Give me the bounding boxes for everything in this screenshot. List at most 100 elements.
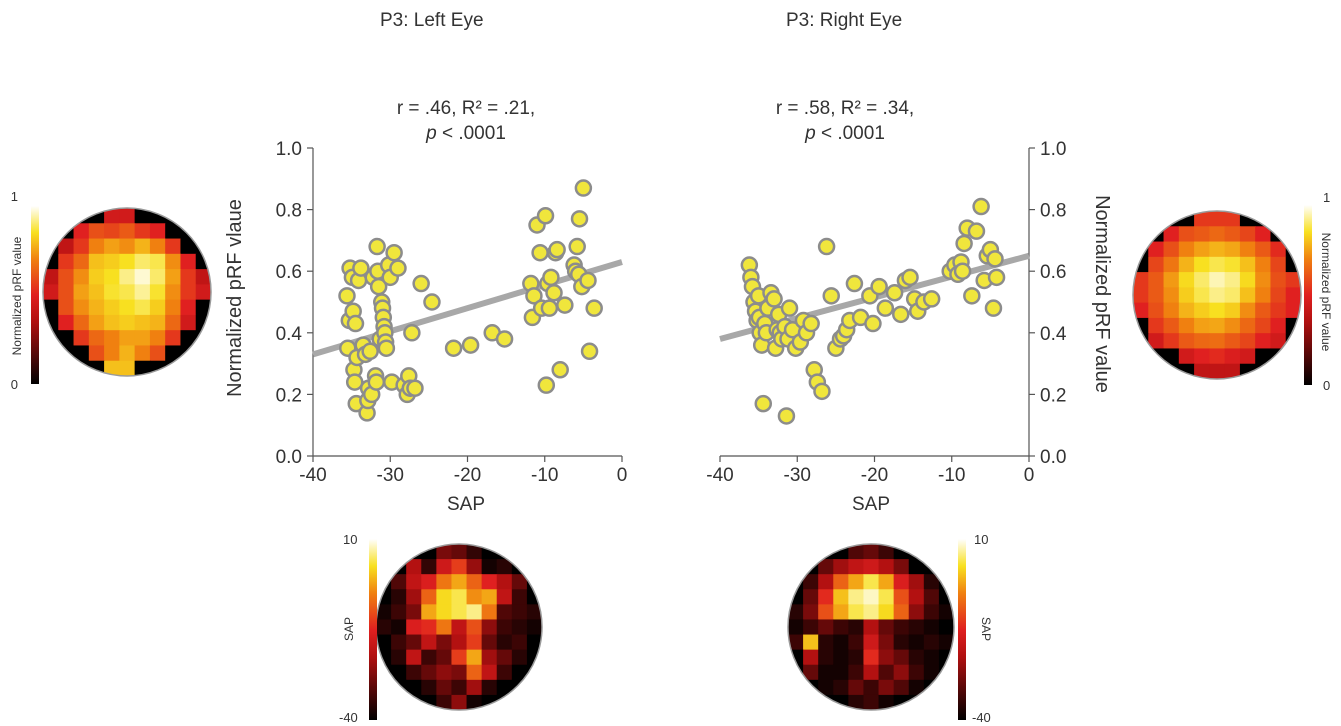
heatmap-top-left-cell: [180, 284, 197, 301]
heatmap-top-right-cell: [1148, 287, 1165, 304]
colorbar-top-left-min: 0: [11, 377, 18, 392]
colorbar-bottom-left-bar: [369, 539, 377, 720]
heatmap-top-left-cell: [134, 314, 151, 331]
heatmap-top-left-cell: [88, 269, 105, 285]
left-data-point: [548, 240, 566, 259]
heatmap-bottom-left-cell: [391, 574, 407, 590]
heatmap-top-right-cell: [1285, 226, 1301, 243]
right-data-point: [901, 268, 919, 287]
right-data-point: [953, 262, 972, 280]
heatmap-bottom-right-cell: [908, 559, 925, 575]
heatmap-top-left-cell: [149, 223, 166, 240]
heatmap-bottom-right-cell: [878, 574, 895, 590]
heatmap-bottom-right-cell: [833, 664, 849, 681]
heatmap-top-left-cell: [195, 223, 211, 240]
heatmap-top-left-cell: [134, 208, 151, 224]
heatmap-top-left-cell: [43, 299, 59, 316]
heatmap-top-left-cell: [73, 238, 90, 255]
heatmap-top-right-cell: [1163, 317, 1180, 334]
heatmap-bottom-right-cell: [923, 589, 940, 605]
left-y-tick-label: 0.2: [276, 385, 302, 406]
heatmap-bottom-left-cell: [526, 604, 542, 621]
heatmap-bottom-left-cell: [436, 679, 453, 696]
heatmap-top-right-cell: [1285, 363, 1301, 379]
heatmap-top-right-cell: [1224, 333, 1241, 350]
heatmap-top-right-cell: [1163, 256, 1180, 273]
heatmap-top-right-cell: [1255, 241, 1272, 258]
right-data-point: [876, 299, 895, 317]
heatmap-bottom-right-cell: [938, 679, 954, 696]
heatmap-top-right-cell: [1285, 333, 1301, 350]
heatmap-bottom-right-cell: [788, 694, 804, 710]
heatmap-bottom-left-cell: [391, 694, 407, 710]
colorbar-bottom-right-max: 10: [974, 532, 988, 547]
heatmap-top-left-cell: [88, 345, 105, 362]
heatmap-bottom-left-cell: [466, 559, 483, 575]
heatmap-top-left-cell: [43, 360, 59, 376]
heatmap-top-right-cell: [1270, 241, 1287, 258]
heatmap-bottom-right-cell: [818, 619, 834, 636]
heatmap-bottom-left-cell: [451, 604, 468, 621]
heatmap-top-left-cell: [165, 223, 182, 240]
heatmap-top-left-cell: [43, 345, 59, 362]
heatmap-bottom-left-cell: [436, 559, 453, 575]
heatmap-top-right-cell: [1133, 363, 1149, 379]
left-data-point: [574, 179, 593, 197]
heatmap-top-left-cell: [58, 269, 75, 285]
heatmap-top-left-cell: [134, 253, 151, 270]
heatmap-bottom-right-cell: [863, 544, 880, 560]
heatmap-top-left-cell: [119, 360, 136, 376]
left-data-point: [585, 299, 603, 317]
heatmap-top-left-cell: [134, 284, 151, 301]
heatmap-top-right-cell: [1194, 272, 1210, 288]
left-stats-p-symbol: p: [425, 123, 437, 144]
heatmap-top-right-cell: [1224, 363, 1241, 379]
right-data-point: [802, 314, 820, 333]
colorbar-top-left: 1 0 Normalized pRF value: [10, 189, 39, 392]
heatmap-top-right-cell: [1194, 348, 1210, 365]
heatmap-bottom-right-cell: [818, 589, 834, 605]
heatmap-bottom-left-cell: [436, 589, 453, 605]
heatmap-bottom-left-cell: [511, 574, 528, 590]
heatmap-bottom-right-cell: [938, 619, 954, 636]
heatmap-bottom-right-cell: [893, 649, 910, 666]
left-x-tick-label: -40: [299, 465, 326, 486]
heatmap-bottom-right-cell: [833, 649, 849, 666]
left-data-point: [542, 268, 560, 287]
heatmap-bottom-right-cell: [803, 559, 819, 575]
heatmap-top-right-cell: [1178, 241, 1195, 258]
heatmap-bottom-left-cell: [421, 574, 437, 590]
heatmap-top-left-cell: [119, 299, 136, 316]
heatmap-top-left-cell: [43, 223, 59, 240]
heatmap-top-left-cell: [134, 345, 151, 362]
heatmap-bottom-left-cell: [391, 544, 407, 560]
heatmap-top-right-cell: [1178, 317, 1195, 334]
heatmap-bottom-right-cell: [908, 664, 925, 681]
heatmap-top-right-cell: [1270, 211, 1287, 227]
heatmap-bottom-left-cell: [391, 634, 407, 651]
right-x-axis-label: SAP: [852, 494, 890, 515]
heatmap-bottom-left-cell: [511, 559, 528, 575]
colorbar-top-right-label: Normalized pRF value: [1319, 233, 1333, 352]
heatmap-top-right-cell: [1178, 226, 1195, 243]
left-y-tick-label: 0.0: [276, 447, 302, 468]
left-data-point: [580, 342, 599, 361]
heatmap-bottom-left-cell: [466, 574, 483, 590]
heatmap-bottom-right-cell: [803, 694, 819, 710]
heatmap-bottom-left-cell: [496, 649, 513, 666]
heatmap-bottom-left-cell: [526, 694, 542, 710]
heatmap-top-right-cell: [1133, 302, 1149, 319]
heatmap-bottom-right-cell: [848, 559, 865, 575]
heatmap-bottom-left-cell: [451, 649, 468, 666]
heatmap-bottom-right-cell: [863, 589, 880, 605]
heatmap-bottom-right-cell: [893, 664, 910, 681]
heatmap-top-right-cell: [1239, 333, 1256, 350]
left-y-tick-label: 0.6: [276, 262, 302, 283]
heatmap-bottom-left-cell: [496, 619, 513, 636]
heatmap-bottom-left-cell: [436, 604, 453, 621]
heatmap-bottom-left-cell: [406, 664, 422, 681]
heatmap-top-right-cell: [1285, 302, 1301, 319]
heatmap-bottom-right-cell: [923, 664, 940, 681]
heatmap-top-right-cell: [1239, 256, 1256, 273]
heatmap-bottom-left-cell: [391, 619, 407, 636]
